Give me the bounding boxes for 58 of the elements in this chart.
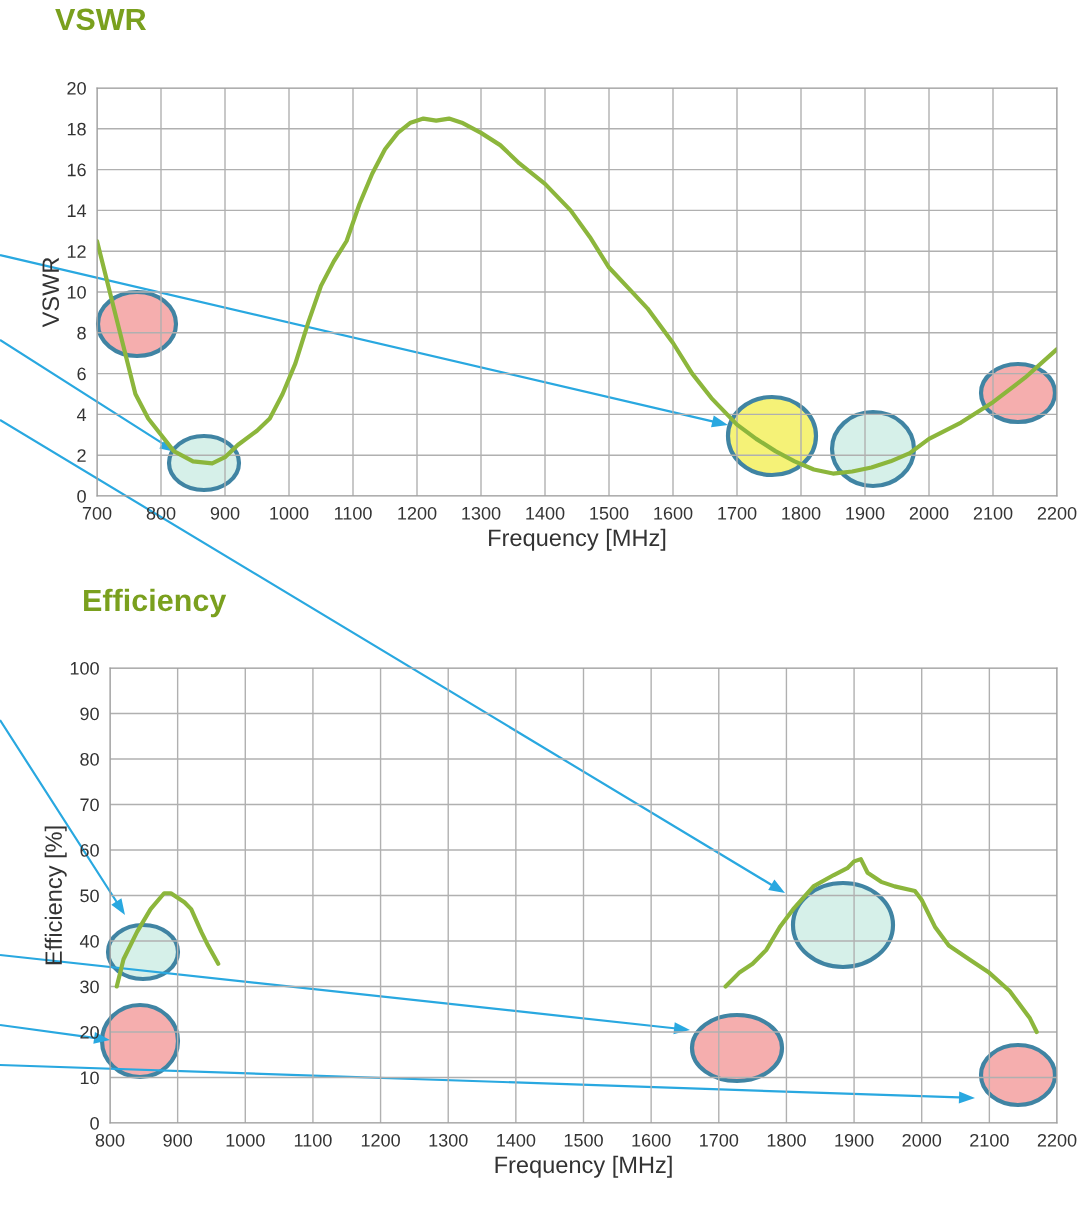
x-tick-label: 900 (210, 506, 240, 520)
x-tick-label: 2100 (973, 506, 1013, 520)
y-tick-label: 10 (80, 1071, 99, 1085)
x-tick-label: 1000 (270, 506, 309, 520)
x-tick-label: 1500 (564, 1133, 603, 1147)
y-tick-label: 80 (80, 752, 99, 766)
x-tick-label: 2000 (902, 1133, 942, 1147)
x-tick-label: 1100 (294, 1133, 332, 1147)
x-tick-label: 700 (82, 506, 112, 520)
x-tick-label: 800 (95, 1133, 125, 1147)
x-tick-label: 1200 (361, 1133, 400, 1147)
y-tick-label: 100 (70, 661, 99, 675)
y-tick-label: 2 (77, 449, 86, 462)
y-tick-label: 0 (90, 1116, 99, 1130)
x-tick-label: 1500 (590, 506, 629, 520)
x-tick-label: 2100 (970, 1133, 1009, 1147)
x-tick-label: 1000 (226, 1133, 265, 1147)
x-axis-title: Frequency [MHz] (495, 1155, 672, 1178)
x-tick-label: 2000 (909, 506, 949, 520)
x-tick-label: 1200 (398, 506, 437, 520)
x-tick-label: 1700 (700, 1133, 739, 1147)
x-tick-label: 1300 (462, 506, 501, 520)
chart-title: VSWR (55, 8, 147, 31)
y-tick-label: 90 (80, 707, 99, 721)
y-tick-label: 0 (77, 489, 86, 503)
x-tick-label: 1400 (526, 506, 565, 520)
y-tick-label: 8 (77, 326, 86, 340)
x-tick-label: 900 (163, 1133, 192, 1147)
y-tick-label: 14 (67, 204, 87, 217)
y-tick-label: 18 (67, 122, 86, 136)
y-tick-label: 16 (67, 163, 86, 177)
x-axis-title: Frequency [MHz] (489, 528, 666, 551)
y-tick-label: 30 (80, 980, 99, 994)
x-tick-label: 1800 (767, 1133, 806, 1147)
x-tick-label: 1100 (334, 506, 372, 520)
y-tick-label: 50 (80, 889, 99, 903)
x-tick-label: 1600 (632, 1133, 671, 1147)
x-tick-label: 2200 (1037, 1133, 1077, 1147)
x-tick-label: 1600 (654, 506, 693, 520)
y-tick-label: 20 (67, 81, 86, 95)
x-tick-label: 2200 (1037, 506, 1077, 520)
y-tick-label: 10 (67, 285, 86, 299)
y-tick-label: 4 (76, 408, 87, 421)
line-series (97, 116, 1057, 476)
y-tick-label: 20 (80, 1025, 99, 1039)
y-tick-label: 40 (79, 934, 99, 948)
y-axis-title: Efficiency [%] (44, 826, 67, 965)
x-tick-label: 1800 (782, 506, 821, 520)
y-tick-label: 70 (80, 798, 99, 812)
x-tick-label: 1900 (835, 1133, 874, 1147)
x-tick-label: 1900 (846, 506, 885, 520)
x-tick-label: 1300 (429, 1133, 468, 1147)
y-tick-label: 12 (67, 245, 86, 258)
x-tick-label: 1400 (497, 1133, 536, 1147)
y-tick-label: 6 (77, 367, 86, 381)
x-tick-label: 1700 (718, 506, 757, 520)
y-axis-title: VSWR (42, 257, 60, 328)
chart-title: Efficiency (84, 588, 227, 618)
